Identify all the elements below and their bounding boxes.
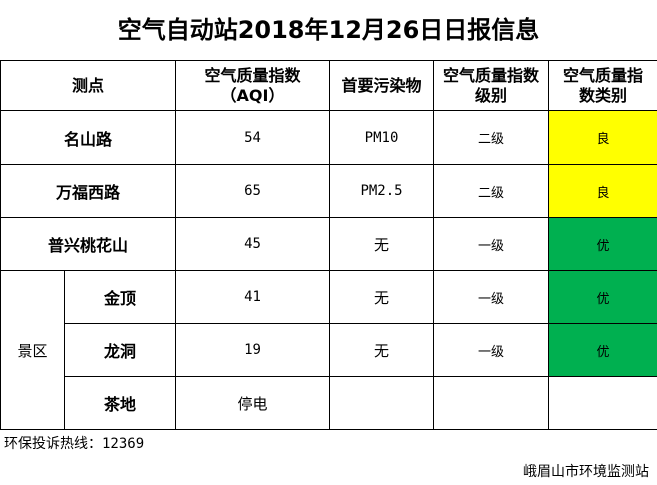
header-pollutant: 首要污染物 <box>329 60 435 111</box>
complaint-hotline: 环保投诉热线：12369 <box>4 430 144 458</box>
site-name: 金顶 <box>63 270 177 324</box>
primary-pollutant: PM10 <box>329 110 435 165</box>
hotline-number: 12369 <box>102 436 145 452</box>
aqi-category: 优 <box>548 323 657 377</box>
aqi-value: 停电 <box>175 376 331 430</box>
header-level-line2: 级别 <box>475 85 508 105</box>
site-name: 万福西路 <box>0 164 177 218</box>
table-row: 龙洞 19 无 一级 优 <box>1 323 657 377</box>
aqi-level: 一级 <box>433 323 550 377</box>
primary-pollutant <box>329 376 435 430</box>
site-name: 茶地 <box>63 376 177 430</box>
site-name: 龙洞 <box>63 323 177 377</box>
primary-pollutant: PM2.5 <box>329 164 435 218</box>
aqi-category: 优 <box>548 270 657 324</box>
aqi-category: 良 <box>548 164 657 218</box>
header-aqi-line2: （AQI） <box>220 85 285 105</box>
hotline-label: 环保投诉热线： <box>4 436 102 452</box>
primary-pollutant: 无 <box>329 323 435 377</box>
primary-pollutant: 无 <box>329 270 435 324</box>
table-row: 景区 金顶 41 无 一级 优 <box>0 270 657 430</box>
header-category: 空气质量指 数类别 <box>548 60 657 111</box>
aqi-level: 一级 <box>433 217 550 271</box>
aqi-level <box>433 376 550 430</box>
table-header-row: 测点 空气质量指数 （AQI） 首要污染物 空气质量指数 级别 空气质量指 数类… <box>0 60 657 111</box>
aqi-category <box>548 376 657 430</box>
table-row: 茶地 停电 <box>1 376 657 430</box>
aqi-value: 65 <box>175 164 331 218</box>
aqi-value: 41 <box>175 270 331 324</box>
aqi-value: 54 <box>175 110 331 165</box>
primary-pollutant: 无 <box>329 217 435 271</box>
site-name: 名山路 <box>0 110 177 165</box>
report-title: 空气自动站2018年12月26日日报信息 <box>117 16 540 44</box>
header-aqi-line1: 空气质量指数 <box>204 65 301 85</box>
station-name: 峨眉山市环境监测站 <box>523 464 649 480</box>
aqi-category: 良 <box>548 110 657 165</box>
header-aqi: 空气质量指数 （AQI） <box>175 60 331 111</box>
aqi-category: 优 <box>548 217 657 271</box>
header-category-line2: 数类别 <box>579 85 628 105</box>
aqi-level: 二级 <box>433 110 550 165</box>
site-name: 普兴桃花山 <box>0 217 177 271</box>
aqi-level: 二级 <box>433 164 550 218</box>
header-site: 测点 <box>0 60 177 111</box>
header-level-line1: 空气质量指数 <box>443 65 540 85</box>
aqi-level: 一级 <box>433 270 550 324</box>
scenic-group-label: 景区 <box>0 270 65 430</box>
aqi-value: 19 <box>175 323 331 377</box>
table-row: 普兴桃花山 45 无 一级 优 <box>0 217 657 271</box>
header-category-line1: 空气质量指 <box>563 65 644 85</box>
table-row: 名山路 54 PM10 二级 良 <box>0 110 657 165</box>
header-level: 空气质量指数 级别 <box>433 60 550 111</box>
aqi-value: 45 <box>175 217 331 271</box>
air-quality-table: 测点 空气质量指数 （AQI） 首要污染物 空气质量指数 级别 空气质量指 数类… <box>0 60 657 430</box>
table-row: 万福西路 65 PM2.5 二级 良 <box>0 164 657 218</box>
